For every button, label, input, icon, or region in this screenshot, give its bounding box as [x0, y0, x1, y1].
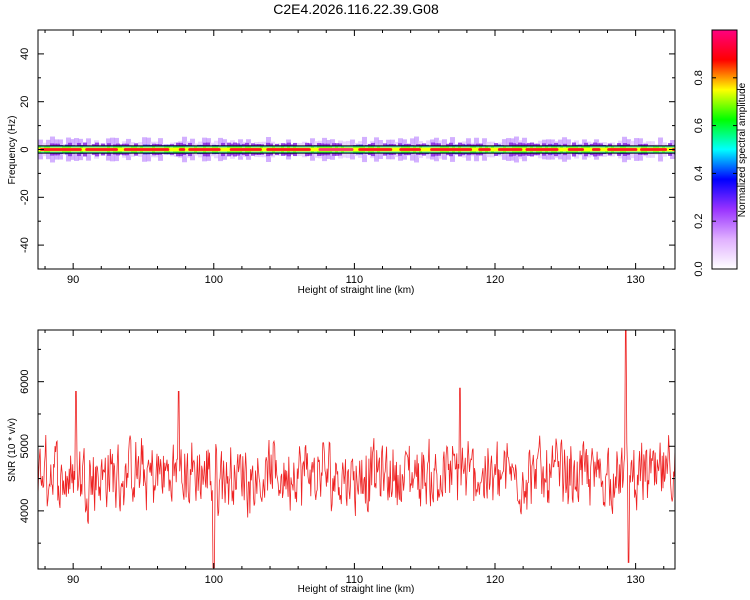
colorbar-ticks: 0.0 0.2 0.4 0.6 0.8 — [693, 70, 737, 277]
spectral-red-peak — [640, 148, 668, 151]
y-tick-label: -40 — [19, 237, 31, 253]
spectral-red-peak — [318, 148, 354, 151]
snr-y-ticks: 4000 5000 6000 — [19, 348, 675, 544]
colorbar-tick-label: 0.8 — [693, 70, 705, 85]
x-tick-label: 90 — [67, 574, 79, 586]
y-tick-label: 5000 — [19, 434, 31, 458]
spectral-red-peak — [430, 148, 473, 151]
spectral-red-peak — [478, 148, 491, 151]
colorbar-tick-label: 0.2 — [693, 214, 705, 229]
spectral-red-peak — [178, 148, 186, 151]
spectrogram-x-ticks: 90 100 110 120 130 — [44, 30, 665, 286]
snr-x-ticks: 90 100 110 120 130 — [44, 330, 665, 586]
x-tick-label: 100 — [205, 274, 223, 286]
spectral-red-peak — [229, 148, 262, 151]
colorbar-bar — [711, 29, 738, 270]
colorbar-tick-label: 0.6 — [693, 118, 705, 133]
x-tick-label: 120 — [486, 274, 504, 286]
spectral-red-peak — [188, 148, 221, 151]
y-tick-label: 6000 — [19, 369, 31, 393]
colorbar-tick-label: 0.0 — [693, 261, 705, 276]
x-tick-label: 130 — [626, 274, 644, 286]
snr-series-line — [38, 330, 675, 569]
x-tick-label: 120 — [486, 574, 504, 586]
spectral-red-peak — [497, 148, 523, 151]
snr-x-axis-label: Height of straight line (km) — [298, 584, 415, 595]
colorbar: 0.0 0.2 0.4 0.6 0.8 Normalized spectral ampl… — [693, 29, 748, 277]
colorbar-label: Normalized spectral amplitude — [737, 82, 748, 217]
spectral-red-peak — [358, 148, 393, 151]
y-tick-label: -20 — [19, 189, 31, 205]
x-tick-label: 100 — [205, 574, 223, 586]
spectral-red-peak — [525, 148, 559, 151]
spectral-red-peak — [123, 148, 170, 151]
y-tick-label: 4000 — [19, 499, 31, 523]
spectral-red-peak — [399, 148, 421, 151]
spectrogram-band — [38, 136, 675, 163]
y-tick-label: 0 — [19, 146, 31, 152]
y-tick-label: 40 — [19, 48, 31, 60]
x-tick-label: 110 — [346, 274, 364, 286]
snr-frame — [37, 329, 676, 570]
spectral-red-peak — [567, 148, 585, 151]
x-tick-label: 130 — [626, 574, 644, 586]
spectral-red-peak — [40, 148, 82, 151]
y-tick-label: 20 — [19, 96, 31, 108]
spectral-red-peak — [85, 148, 118, 151]
spectral-red-peak — [607, 148, 638, 151]
x-tick-label: 110 — [346, 574, 364, 586]
snr-y-axis-label: SNR (10 * v/v) — [7, 418, 18, 482]
spectrogram-x-axis-label: Height of straight line (km) — [298, 285, 415, 296]
colorbar-tick-label: 0.4 — [693, 166, 705, 181]
spectral-red-peak — [266, 148, 311, 151]
spectrogram-y-axis-label: Frequency (Hz) — [7, 116, 18, 185]
snr-plot-area — [38, 330, 675, 569]
spectral-red-peak — [591, 148, 601, 151]
spectrogram-panel: 90 100 110 120 130 -40 -20 0 20 40 Height of str… — [7, 29, 676, 296]
x-tick-label: 90 — [67, 274, 79, 286]
spectrogram-y-ticks: -40 -20 0 20 40 — [19, 29, 675, 270]
spectral-yellow-core — [38, 147, 675, 152]
snr-panel: 90 100 110 120 130 4000 5000 6000 Height of st… — [7, 329, 676, 595]
chart-title: C2E4.2026.116.22.39.G08 — [273, 1, 439, 17]
